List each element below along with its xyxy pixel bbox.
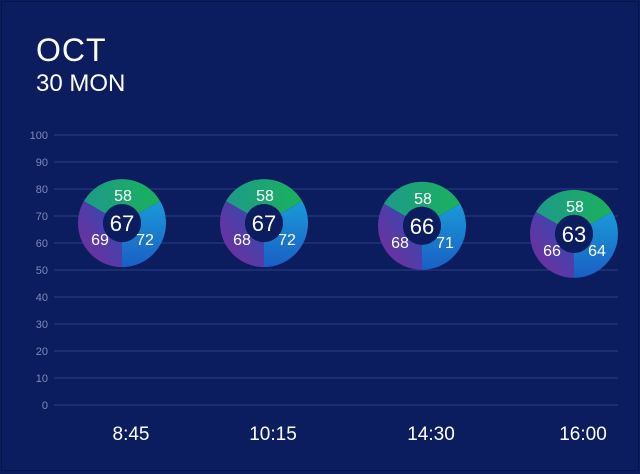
right-value-label: 72 — [278, 232, 296, 249]
left-segment — [220, 201, 264, 268]
right-segment — [264, 201, 308, 268]
left-value-label: 68 — [391, 235, 409, 252]
right-segment — [122, 201, 166, 268]
left-segment — [378, 203, 422, 270]
top-segment — [383, 181, 461, 217]
y-tick-label: 90 — [36, 157, 48, 169]
reading-marker: 66 58 71 68 — [378, 181, 466, 270]
reading-marker: 63 58 64 66 — [530, 189, 619, 278]
center-value-label: 66 — [410, 214, 434, 239]
left-value-label: 66 — [543, 243, 561, 260]
center-value-label: 67 — [252, 211, 276, 236]
y-tick-label: 100 — [30, 130, 48, 142]
y-tick-label: 70 — [36, 211, 48, 223]
right-value-label: 72 — [136, 232, 154, 249]
marker-center — [103, 204, 141, 243]
y-tick-label: 10 — [36, 373, 48, 385]
grid — [54, 134, 618, 406]
left-value-label: 68 — [233, 232, 251, 249]
left-value-label: 69 — [91, 232, 109, 249]
top-value-label: 58 — [256, 188, 274, 205]
right-value-label: 64 — [588, 243, 606, 260]
y-tick-label: 60 — [36, 238, 48, 250]
day-subtitle: 30 MON — [36, 70, 126, 97]
y-tick-label: 80 — [36, 184, 48, 196]
x-axis-times: 8:45 10:15 14:30 16:00 — [113, 424, 607, 445]
top-value-label: 58 — [414, 191, 432, 208]
y-tick-label: 0 — [42, 400, 48, 412]
y-tick-label: 20 — [36, 346, 48, 358]
top-segment — [83, 179, 161, 214]
x-time-label: 16:00 — [559, 424, 607, 445]
x-time-label: 8:45 — [113, 424, 150, 445]
right-segment — [574, 211, 619, 278]
x-time-label: 10:15 — [249, 424, 297, 445]
y-tick-label: 30 — [36, 319, 48, 331]
top-value-label: 58 — [566, 199, 584, 216]
left-segment — [78, 201, 122, 268]
center-value-label: 67 — [110, 211, 134, 236]
center-value-label: 63 — [562, 222, 586, 247]
reading-marker: 67 58 72 68 — [220, 179, 308, 268]
right-value-label: 71 — [436, 235, 454, 252]
marker-center — [245, 204, 283, 243]
top-segment — [225, 179, 303, 214]
y-tick-label: 40 — [36, 292, 48, 304]
x-time-label: 14:30 — [407, 424, 455, 445]
top-value-label: 58 — [114, 188, 132, 205]
left-segment — [530, 211, 574, 278]
marker-center — [403, 206, 441, 245]
marker-center — [555, 214, 593, 253]
reading-marker: 67 58 72 69 — [78, 179, 166, 268]
top-segment — [535, 189, 613, 225]
month-title: OCT — [36, 32, 107, 68]
right-segment — [422, 203, 466, 270]
y-tick-label: 50 — [36, 265, 48, 277]
